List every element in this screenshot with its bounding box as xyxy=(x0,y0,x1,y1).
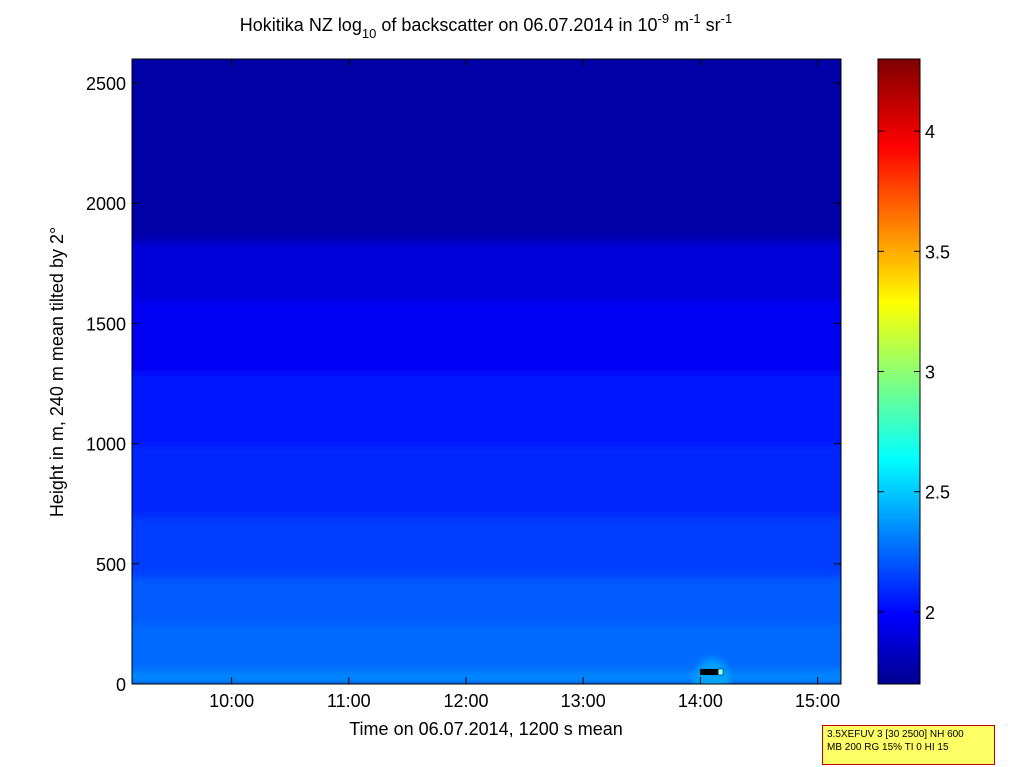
title-sup2: -1 xyxy=(689,11,701,26)
x-axis: 10:00 11:00 12:00 13:00 14:00 15:00 xyxy=(209,59,840,711)
data-marker xyxy=(700,668,719,675)
heatmap-layer xyxy=(132,441,841,518)
y-axis: 0 500 1000 1500 2000 2500 xyxy=(86,74,841,695)
title-unit2: sr xyxy=(701,15,721,35)
heatmap-layer xyxy=(132,369,841,446)
y-tick-label: 500 xyxy=(96,555,126,575)
title-sub: 10 xyxy=(362,26,376,41)
chart-title: Hokitika NZ log10 of backscatter on 06.0… xyxy=(240,11,732,41)
heatmap-layer xyxy=(132,621,841,672)
info-box: 3.5XEFUV 3 [30 2500] NH 600 MB 200 RG 15… xyxy=(822,725,995,765)
y-tick-label: 2500 xyxy=(86,74,126,94)
colorbar-tick-label: 3.5 xyxy=(925,242,950,262)
title-sup3: -1 xyxy=(721,11,733,26)
x-tick-label: 11:00 xyxy=(327,691,371,711)
colorbar-axis: 2 2.5 3 3.5 4 xyxy=(878,122,950,623)
y-tick-label: 2000 xyxy=(86,194,126,214)
x-tick-label: 10:00 xyxy=(209,691,254,711)
heatmap-layer xyxy=(132,573,841,626)
title-prefix: Hokitika NZ log xyxy=(240,15,362,35)
colorbar-tick-label: 3 xyxy=(925,363,935,383)
colorbar-tick-label: 2.5 xyxy=(925,483,950,503)
title-unit1: m xyxy=(669,15,689,35)
x-tick-label: 12:00 xyxy=(443,691,488,711)
colorbar xyxy=(877,58,921,685)
heatmap-layer xyxy=(132,297,841,374)
y-tick-label: 1500 xyxy=(86,314,126,334)
x-tick-label: 15:00 xyxy=(795,691,840,711)
heatmap-layer xyxy=(132,59,841,242)
heatmap-layer xyxy=(132,667,841,684)
colorbar-tick-label: 4 xyxy=(925,122,935,142)
y-axis-label: Height in m, 240 m mean tilted by 2° xyxy=(47,227,67,517)
heatmap-plot-area xyxy=(132,59,841,684)
heatmap-layer xyxy=(132,237,841,302)
colorbar-tick-label: 2 xyxy=(925,603,935,623)
plot-frame xyxy=(131,58,842,685)
heatmap-layer xyxy=(132,513,841,578)
info-line-1: 3.5XEFUV 3 [30 2500] NH 600 xyxy=(827,729,964,740)
y-tick-label: 1000 xyxy=(86,435,126,455)
x-axis-label: Time on 06.07.2014, 1200 s mean xyxy=(349,719,623,739)
info-line-2: MB 200 RG 15% TI 0 HI 15 xyxy=(827,742,949,753)
title-middle: of backscatter on 06.07.2014 in 10 xyxy=(376,15,657,35)
data-marker-end xyxy=(717,668,724,676)
x-tick-label: 13:00 xyxy=(561,691,606,711)
y-tick-label: 0 xyxy=(116,675,126,695)
title-sup1: -9 xyxy=(658,11,670,26)
x-tick-label: 14:00 xyxy=(678,691,723,711)
